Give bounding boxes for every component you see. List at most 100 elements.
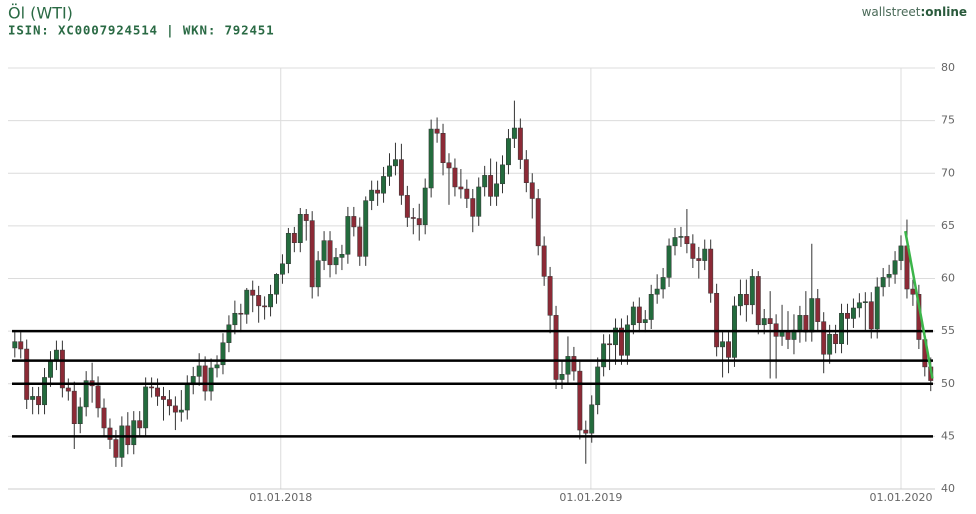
candle-body [446,162,452,169]
candle-body [357,226,363,257]
candle-body [71,390,77,424]
candle-body [464,188,470,199]
candle-body [613,327,618,346]
candle-body [803,315,809,333]
candle-body [714,292,720,348]
y-tick-label: 80 [941,61,955,74]
brand-part: :online [921,5,968,19]
candle-body [874,286,880,330]
candle-body [184,384,190,411]
candle-body [452,167,458,188]
candle-body [839,312,844,345]
candle-body [809,298,815,333]
candle-body [226,324,232,343]
candle-body [375,189,381,194]
brand: wallstreet:online [862,5,967,19]
trend-line [904,230,934,379]
candle-body [161,396,166,400]
candle-body [36,396,42,406]
candle-body [523,159,529,183]
candle-body [65,387,71,392]
y-tick-label: 40 [941,482,955,495]
candle-body [868,301,874,330]
candle-body [434,128,440,134]
candle-body [48,360,53,378]
candle-body [428,128,434,189]
candle-body [642,319,648,323]
candle-body [547,276,553,316]
candle-body [369,189,375,201]
candle-body [684,236,690,245]
candle-body [708,248,714,294]
candle-body [398,159,404,196]
candle-body [821,321,827,355]
candle-body [244,289,250,315]
candle-body [880,277,886,288]
candle-body [482,175,488,188]
candle-body [571,356,577,372]
candle-body [511,127,517,139]
candle-body [393,159,398,167]
candle-body [910,288,916,295]
candle-body [196,365,202,377]
candle-body [327,240,333,266]
candle-body [202,365,208,392]
x-tick-label: 01.01.2019 [559,491,622,504]
candle-body [559,374,565,380]
candle-body [262,305,268,308]
candle-body [660,277,666,290]
candle-body [672,237,678,247]
candle-body [285,232,291,265]
candle-body [898,245,904,261]
candle-body [535,198,541,247]
y-tick-label: 70 [941,166,955,179]
candle-body [654,288,660,295]
candle-body [119,425,125,458]
y-tick-label: 65 [941,219,955,232]
candle-body [779,331,785,337]
candle-body [268,294,274,308]
candle-body [137,420,143,429]
candle-body [494,183,500,197]
candle-body [690,243,696,259]
candle-body [18,341,24,350]
candle-body [297,214,303,243]
candle-body [619,327,624,356]
candle-body [815,298,821,322]
candle-body [404,195,410,218]
candle-body [767,318,773,325]
candle-body [892,260,898,275]
candle-body [155,387,160,397]
candle-body [416,218,422,226]
candle-body [30,396,36,400]
candle-body [166,399,172,407]
candle-body [583,429,589,434]
y-tick-label: 45 [941,429,955,442]
candle-body [749,276,755,306]
candle-body [256,295,262,307]
candle-body [387,165,392,177]
candle-body [339,254,345,258]
candle-body [274,274,279,295]
candle-body [696,258,702,261]
candle-body [279,263,285,275]
candle-body [321,240,327,261]
candle-body [553,315,559,380]
candle-body [666,245,672,278]
y-tick-label: 75 [941,114,955,127]
candle-body [743,294,749,306]
candle-body [77,406,83,424]
candle-body [238,312,244,315]
candle-body [886,274,892,278]
candle-body [785,331,791,340]
x-tick-label: 01.01.2020 [870,491,933,504]
candle-body [83,380,89,408]
candle-body [833,334,839,345]
candle-body [726,341,731,358]
candle-body [214,364,220,369]
chart-title: Öl (WTI) [8,4,73,23]
x-tick-label: 01.01.2018 [249,491,312,504]
candle-body [720,341,726,348]
candle-body [601,343,607,368]
candle-body [648,294,654,320]
